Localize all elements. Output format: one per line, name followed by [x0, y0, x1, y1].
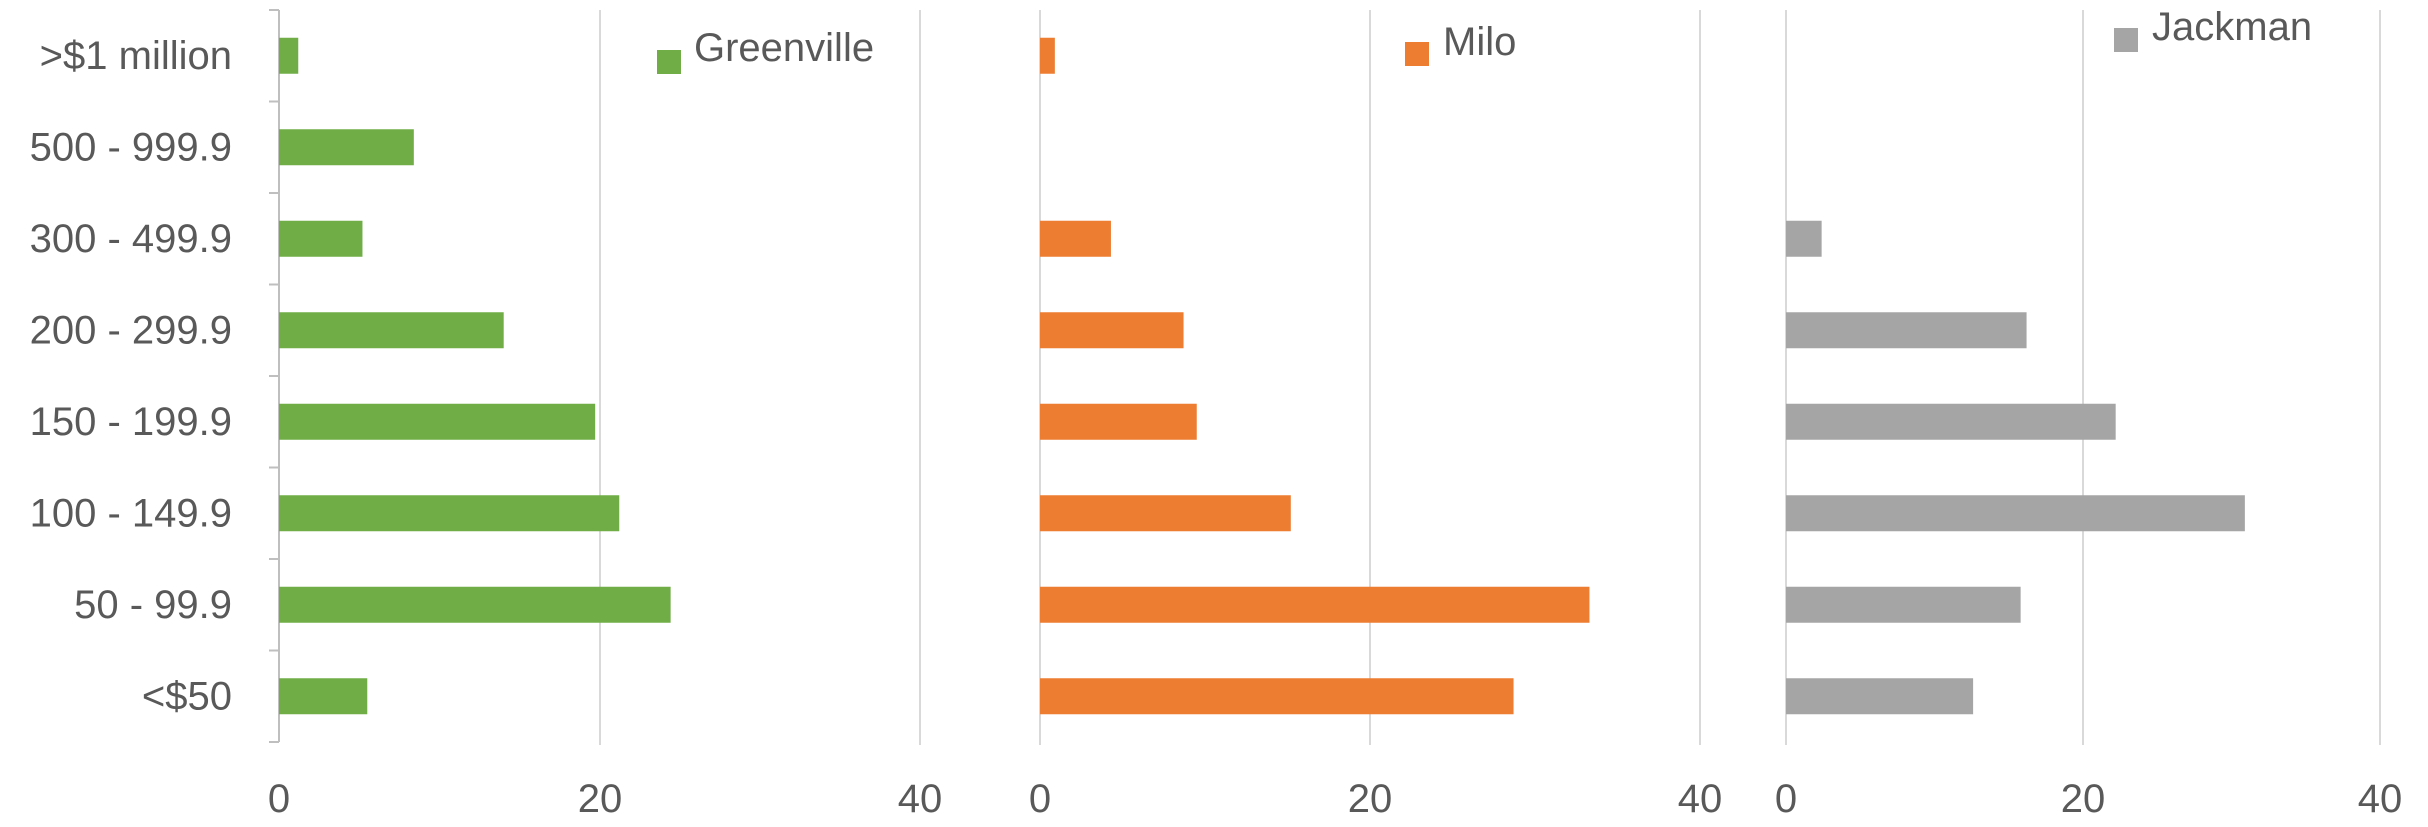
x-tick-label: 20 [1348, 777, 1393, 821]
legend-label: Greenville [694, 26, 874, 70]
bars-layer [279, 37, 2245, 715]
legend-swatch [2114, 28, 2138, 52]
legend-label: Jackman [2152, 5, 2312, 49]
x-tick-label: 20 [578, 777, 623, 821]
legend-swatch [657, 50, 681, 74]
category-label: 50 - 99.9 [74, 583, 232, 627]
gridlines-layer [599, 10, 2381, 745]
category-label: <$50 [142, 674, 232, 718]
bar-jackman [1786, 495, 2245, 532]
bar-greenville [279, 129, 414, 166]
legend-swatch [1405, 42, 1429, 66]
bar-jackman [1786, 403, 2116, 440]
category-label: 300 - 499.9 [30, 217, 232, 261]
x-tick-label: 20 [2061, 777, 2106, 821]
bar-milo [1040, 312, 1184, 349]
x-tick-label: 40 [898, 777, 943, 821]
bar-milo [1040, 403, 1197, 440]
bar-greenville [279, 495, 620, 532]
labels-layer: >$1 million 500 - 999.9 300 - 499.9 200 - 2… [30, 34, 2403, 821]
bar-milo [1040, 495, 1291, 532]
bar-milo [1040, 37, 1055, 74]
bar-greenville [279, 312, 504, 349]
category-label: >$1 million [40, 34, 232, 78]
bar-jackman [1786, 586, 2021, 623]
bar-greenville [279, 678, 368, 715]
x-tick-label: 0 [1775, 777, 1797, 821]
x-tick-label: 0 [268, 777, 290, 821]
bar-greenville [279, 220, 363, 257]
category-label: 500 - 999.9 [30, 125, 232, 169]
x-tick-label: 40 [2358, 777, 2403, 821]
bar-greenville [279, 403, 596, 440]
bar-milo [1040, 678, 1514, 715]
bar-greenville [279, 37, 299, 74]
bar-jackman [1786, 220, 1822, 257]
bar-greenville [279, 586, 671, 623]
category-label: 200 - 299.9 [30, 308, 232, 352]
bar-jackman [1786, 312, 2027, 349]
bar-milo [1040, 220, 1111, 257]
x-tick-label: 40 [1678, 777, 1723, 821]
axes-layer [269, 9, 280, 743]
bar-milo [1040, 586, 1590, 623]
category-label: 150 - 199.9 [30, 400, 232, 444]
bar-jackman [1786, 678, 1974, 715]
category-label: 100 - 149.9 [30, 491, 232, 535]
x-tick-label: 0 [1029, 777, 1051, 821]
legend-layer: Greenville Milo Jackman [657, 5, 2312, 74]
legend-label: Milo [1443, 20, 1516, 64]
